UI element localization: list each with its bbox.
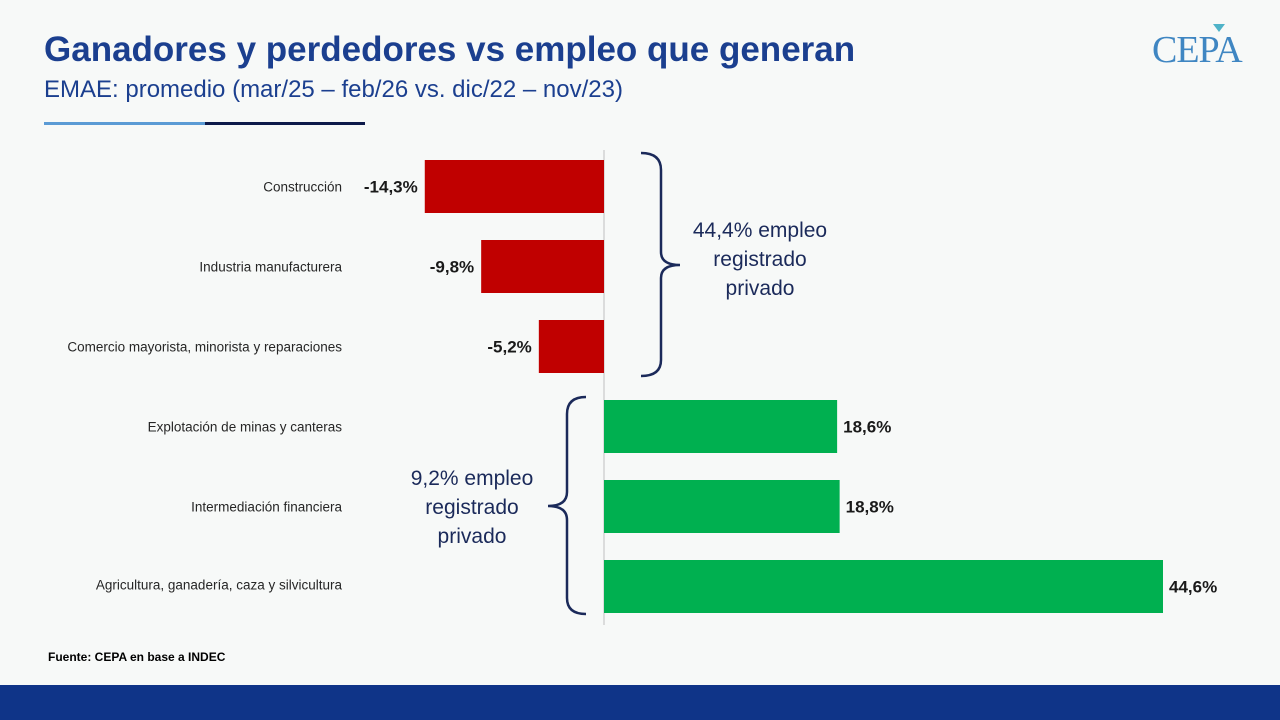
page-subtitle: EMAE: promedio (mar/25 – feb/26 vs. dic/… — [44, 76, 623, 103]
bar — [604, 480, 840, 533]
category-label: Construcción — [263, 180, 342, 195]
bar — [604, 560, 1163, 613]
bar — [424, 160, 604, 213]
bar — [481, 240, 604, 293]
note-line: 44,4% empleo — [692, 219, 828, 242]
losers-brace-icon — [640, 151, 681, 378]
category-label: Explotación de minas y canteras — [148, 420, 343, 435]
footer-band — [0, 685, 1280, 720]
title-rule-dark — [205, 122, 365, 125]
note-line: privado — [437, 525, 507, 548]
winners-employment-note: 9,2% empleo registrado privado — [382, 464, 562, 551]
winners-brace-icon — [547, 395, 587, 616]
note-line: registrado — [713, 248, 807, 271]
losers-employment-note: 44,4% empleo registrado privado — [670, 216, 850, 303]
page-title: Ganadores y perdedores vs empleo que gen… — [44, 30, 856, 69]
category-label: Intermediación financiera — [191, 500, 342, 515]
logo-ornament-icon — [1213, 24, 1225, 32]
note-line: 9,2% empleo — [410, 467, 534, 490]
source-note: Fuente: CEPA en base a INDEC — [48, 650, 226, 664]
bar — [538, 320, 604, 373]
title-rule-light — [44, 122, 205, 125]
data-label: -14,3% — [364, 178, 418, 197]
data-label: 18,8% — [846, 498, 894, 517]
category-label: Agricultura, ganadería, caza y silvicult… — [96, 578, 343, 593]
note-line: registrado — [425, 496, 519, 519]
cepa-logo: CEPA — [1152, 29, 1243, 71]
data-label: -9,8% — [430, 258, 474, 277]
data-label: -5,2% — [487, 338, 531, 357]
note-line: privado — [725, 277, 795, 300]
category-label: Comercio mayorista, minorista y reparaci… — [67, 340, 342, 355]
category-label: Industria manufacturera — [199, 260, 342, 275]
data-label: 18,6% — [843, 418, 891, 437]
data-label: 44,6% — [1169, 578, 1217, 597]
bar — [604, 400, 838, 453]
